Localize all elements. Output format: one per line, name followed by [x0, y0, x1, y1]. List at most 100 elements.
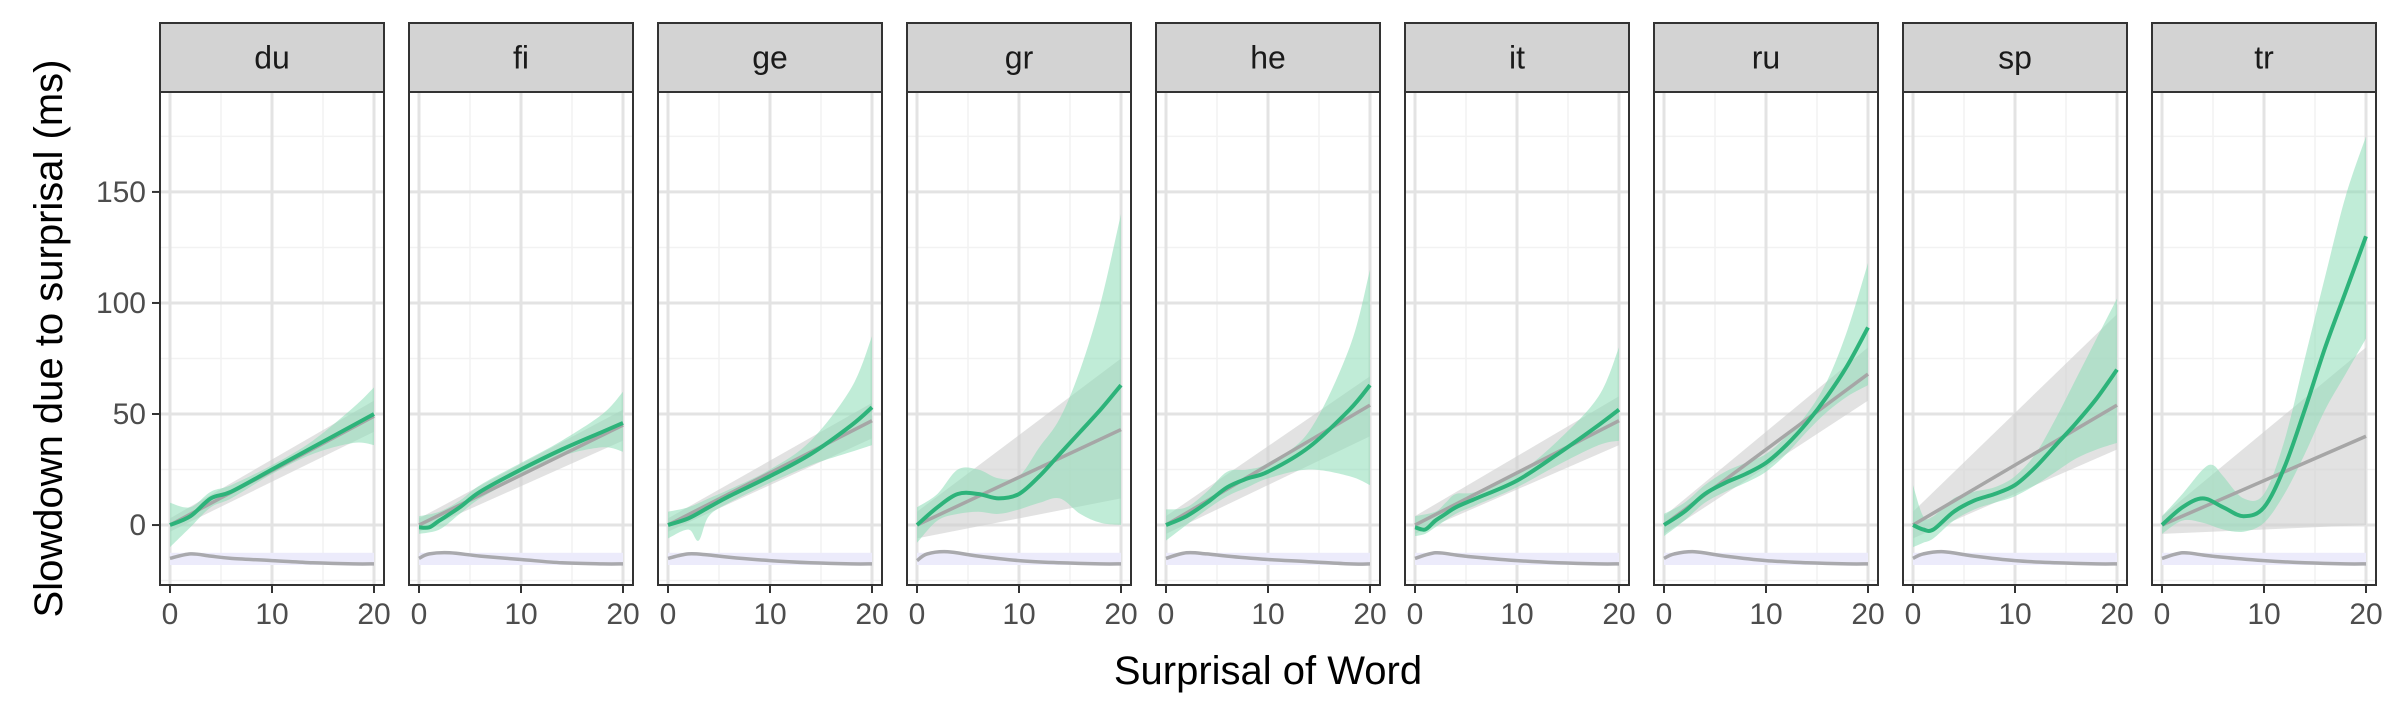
y-axis: 0 50 100 150 [96, 176, 160, 542]
x-tick-label: 10 [1251, 598, 1284, 631]
x-axis-gr: 0 10 20 [909, 585, 1138, 631]
density-line [2161, 550, 2367, 566]
smooth-fit-line [2160, 235, 2368, 527]
facet-marks [2160, 136, 2368, 566]
x-tick-label: 10 [753, 598, 786, 631]
x-axis-fi: 0 10 20 [411, 585, 640, 631]
smooth-fit-line [169, 412, 375, 527]
facet-ru: ru 0 10 20 [1653, 22, 1885, 631]
x-tick-label: 20 [1353, 598, 1386, 631]
strip-background [1902, 22, 2128, 93]
x-tick-label: 20 [1104, 598, 1137, 631]
facet-marks [418, 391, 624, 566]
x-tick-label: 20 [1602, 598, 1635, 631]
grid [1156, 92, 1380, 585]
x-axis-du: 0 10 20 [162, 585, 391, 631]
density-line [169, 552, 375, 566]
x-tick-label: 20 [2349, 598, 2382, 631]
x-tick-label: 0 [909, 598, 926, 631]
x-tick-label: 0 [1656, 598, 1673, 631]
facet-marks [667, 336, 874, 566]
strip-label: gr [1005, 40, 1034, 76]
x-tick-label: 10 [1500, 598, 1533, 631]
y-tick-label: 100 [96, 287, 146, 320]
facet-marks [169, 387, 375, 566]
smooth-fit-line [1912, 368, 2119, 533]
strip-background [1653, 22, 1879, 93]
x-tick-label: 0 [162, 598, 179, 631]
density-line [1663, 549, 1869, 566]
x-axis-it: 0 10 20 [1407, 585, 1636, 631]
smooth-fit-line [1662, 326, 1870, 527]
facet-marks [1912, 298, 2119, 566]
smooth-fit-line [418, 421, 624, 530]
x-axis-ge: 0 10 20 [660, 585, 889, 631]
x-tick-label: 0 [1158, 598, 1175, 631]
facet-panels: du 0 10 20 fi 0 10 20 ge 0 10 20 gr 0 10 20 he 0 10 20 it 0 10… [159, 22, 2383, 631]
linear-fit-line [1414, 419, 1620, 527]
linear-fit-line [1912, 403, 2118, 527]
x-axis-ru: 0 10 20 [1656, 585, 1885, 631]
smooth-fit-band [917, 214, 1121, 543]
strip-background [906, 22, 1132, 93]
facet-marks [1414, 347, 1621, 566]
linear-fit-line [667, 419, 873, 527]
x-tick-label: 20 [2100, 598, 2133, 631]
smooth-fit-line [667, 405, 874, 527]
strip-background [408, 22, 634, 93]
density-line [915, 549, 1122, 566]
x-tick-label: 0 [660, 598, 677, 631]
y-tick-label: 0 [129, 509, 146, 542]
x-tick-label: 20 [1851, 598, 1884, 631]
strip-background [2151, 22, 2377, 93]
facet-gr: gr 0 10 20 [906, 22, 1138, 631]
facet-marks [1662, 263, 1870, 566]
y-axis-title: Slowdown due to surprisal (ms) [27, 60, 71, 618]
facet-tr: tr 0 10 20 [2151, 22, 2383, 631]
x-tick-label: 20 [855, 598, 888, 631]
y-tick-label: 150 [96, 176, 146, 209]
strip-label: tr [2254, 40, 2274, 76]
strip-label: he [1250, 40, 1286, 76]
x-tick-label: 0 [2154, 598, 2171, 631]
facet-he: he 0 10 20 [1155, 22, 1387, 631]
x-tick-label: 10 [504, 598, 537, 631]
linear-fit-line [2161, 434, 2367, 527]
x-tick-label: 20 [357, 598, 390, 631]
x-tick-label: 10 [1998, 598, 2031, 631]
facet-it: it 0 10 20 [1404, 22, 1636, 631]
strip-label: fi [513, 40, 529, 76]
x-tick-label: 10 [255, 598, 288, 631]
x-tick-label: 20 [606, 598, 639, 631]
facet-marks [915, 214, 1123, 566]
facet-ge: ge 0 10 20 [657, 22, 889, 631]
strip-label: du [254, 40, 290, 76]
x-tick-label: 0 [1905, 598, 1922, 631]
density-line [1912, 549, 2118, 566]
strip-background [657, 22, 883, 93]
grid [409, 92, 633, 585]
x-tick-label: 0 [1407, 598, 1424, 631]
linear-fit-line [916, 427, 1122, 527]
x-axis-tr: 0 10 20 [2154, 585, 2383, 631]
facet-du: du 0 10 20 [159, 22, 391, 631]
smooth-fit-line [915, 383, 1123, 527]
facet-fi: fi 0 10 20 [408, 22, 640, 631]
linear-fit-band [1913, 314, 2117, 539]
strip-label: ru [1752, 40, 1780, 76]
facet-marks [1165, 269, 1372, 566]
smooth-fit-line [1414, 408, 1621, 532]
strip-background [159, 22, 385, 93]
strip-label: sp [1998, 40, 2032, 76]
y-tick-label: 50 [113, 398, 146, 431]
density-line [1414, 550, 1620, 566]
smooth-fit-band [2162, 136, 2366, 534]
strip-label: ge [752, 40, 788, 76]
strip-background [1155, 22, 1381, 93]
facet-sp: sp 0 10 20 [1902, 22, 2134, 631]
x-tick-label: 0 [411, 598, 428, 631]
x-tick-label: 10 [2247, 598, 2280, 631]
density-line [667, 552, 873, 566]
x-tick-label: 10 [1749, 598, 1782, 631]
